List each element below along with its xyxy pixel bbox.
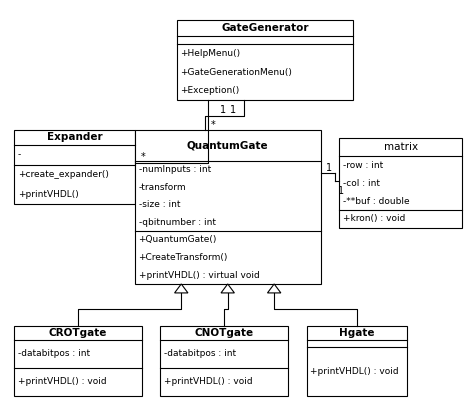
- Text: 1: 1: [326, 163, 332, 173]
- Text: +HelpMenu(): +HelpMenu(): [180, 49, 240, 58]
- Text: +GateGenerationMenu(): +GateGenerationMenu(): [180, 68, 292, 77]
- Text: -databitpos : int: -databitpos : int: [164, 349, 236, 359]
- Text: 1: 1: [220, 105, 226, 115]
- Text: *: *: [140, 152, 145, 162]
- Bar: [135, 130, 320, 284]
- Text: -: -: [18, 150, 21, 159]
- Text: *: *: [211, 120, 216, 130]
- Text: +printVHDL() : void: +printVHDL() : void: [18, 377, 106, 386]
- Text: -qbitnumber : int: -qbitnumber : int: [138, 218, 216, 227]
- Bar: [177, 20, 353, 100]
- Polygon shape: [267, 284, 281, 293]
- Text: CROTgate: CROTgate: [49, 328, 107, 338]
- Text: -**buf : double: -**buf : double: [343, 197, 410, 206]
- Text: +CreateTransform(): +CreateTransform(): [138, 253, 228, 262]
- Text: +Exception(): +Exception(): [180, 86, 239, 95]
- Text: CNOTgate: CNOTgate: [195, 328, 254, 338]
- Text: Hgate: Hgate: [339, 328, 374, 338]
- Bar: [14, 130, 135, 204]
- Text: -col : int: -col : int: [343, 179, 380, 188]
- Text: +printVHDL(): +printVHDL(): [18, 190, 79, 199]
- Text: -transform: -transform: [138, 183, 186, 192]
- Text: QuantumGate: QuantumGate: [187, 140, 269, 151]
- Bar: [339, 138, 462, 228]
- Bar: [160, 326, 288, 396]
- Text: -numInputs : int: -numInputs : int: [138, 165, 211, 174]
- Bar: [14, 326, 142, 396]
- Polygon shape: [174, 284, 188, 293]
- Text: +printVHDL() : void: +printVHDL() : void: [310, 367, 399, 376]
- Text: matrix: matrix: [383, 142, 418, 152]
- Text: +printVHDL() : void: +printVHDL() : void: [164, 377, 253, 386]
- Text: +QuantumGate(): +QuantumGate(): [138, 235, 217, 244]
- Text: -size : int: -size : int: [138, 200, 180, 209]
- Text: GateGenerator: GateGenerator: [221, 23, 309, 33]
- Text: -databitpos : int: -databitpos : int: [18, 349, 90, 359]
- Text: Expander: Expander: [46, 133, 102, 142]
- Polygon shape: [221, 284, 235, 293]
- Text: +create_expander(): +create_expander(): [18, 170, 109, 179]
- Bar: [307, 326, 407, 396]
- Text: +printVHDL() : virtual void: +printVHDL() : virtual void: [138, 271, 259, 279]
- Text: 1: 1: [338, 186, 345, 196]
- Text: +kron() : void: +kron() : void: [343, 215, 405, 224]
- Text: -row : int: -row : int: [343, 160, 383, 169]
- Text: 1: 1: [230, 105, 236, 115]
